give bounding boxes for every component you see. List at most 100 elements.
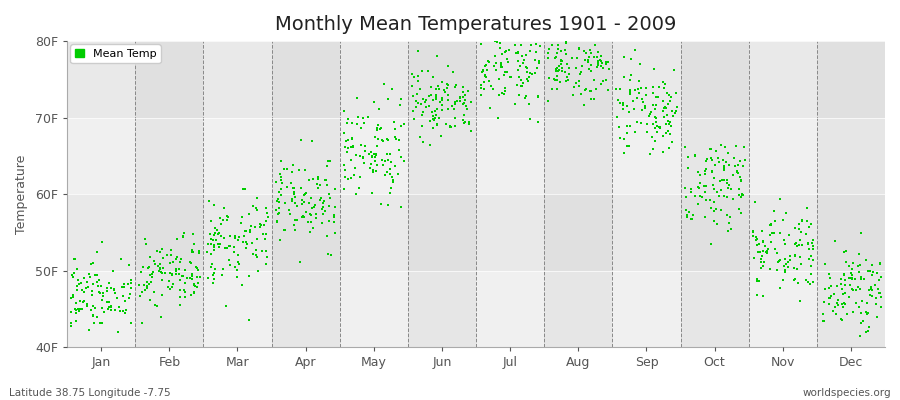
Point bbox=[66, 292, 80, 298]
Point bbox=[367, 99, 382, 105]
Point bbox=[708, 162, 723, 168]
Point bbox=[71, 277, 86, 284]
Point bbox=[216, 216, 230, 223]
Point bbox=[296, 198, 310, 205]
Point bbox=[358, 148, 373, 154]
Point bbox=[868, 300, 883, 307]
Point bbox=[394, 204, 409, 210]
Point bbox=[70, 306, 85, 312]
Point bbox=[418, 97, 433, 103]
Point bbox=[424, 91, 438, 98]
Point bbox=[82, 327, 96, 334]
Point bbox=[749, 234, 763, 240]
Point bbox=[356, 154, 370, 161]
Point bbox=[378, 172, 392, 179]
Point bbox=[610, 114, 625, 120]
Point bbox=[328, 185, 342, 192]
Point bbox=[584, 88, 598, 94]
Point bbox=[370, 162, 384, 168]
Point bbox=[459, 106, 473, 112]
Point bbox=[778, 241, 793, 247]
Point bbox=[795, 218, 809, 225]
Point bbox=[756, 238, 770, 244]
Point bbox=[186, 290, 201, 296]
Point bbox=[446, 106, 461, 112]
Point bbox=[64, 320, 78, 326]
Point bbox=[729, 168, 743, 174]
Point bbox=[698, 168, 712, 174]
Point bbox=[531, 26, 545, 32]
Point bbox=[678, 185, 692, 192]
Point bbox=[328, 203, 342, 210]
Point bbox=[93, 290, 107, 296]
Point bbox=[838, 301, 852, 308]
Point bbox=[68, 256, 83, 262]
Point bbox=[449, 82, 464, 88]
Point bbox=[732, 192, 746, 198]
Point bbox=[804, 221, 818, 228]
Point bbox=[480, 66, 494, 73]
Point bbox=[239, 241, 254, 248]
Point bbox=[685, 216, 699, 222]
Point bbox=[767, 230, 781, 236]
Point bbox=[691, 185, 706, 191]
Point bbox=[166, 271, 180, 278]
Point bbox=[255, 248, 269, 254]
Point bbox=[516, 60, 530, 66]
Point bbox=[817, 318, 832, 324]
Point bbox=[799, 277, 814, 283]
Point bbox=[613, 134, 627, 141]
Point bbox=[762, 232, 777, 238]
Point bbox=[494, 90, 508, 96]
Point bbox=[661, 101, 675, 108]
Point bbox=[339, 138, 354, 144]
Point bbox=[801, 279, 815, 286]
Point bbox=[631, 86, 645, 92]
Point bbox=[207, 232, 221, 238]
Point bbox=[844, 266, 859, 272]
Point bbox=[360, 113, 374, 120]
Point bbox=[132, 293, 147, 299]
Point bbox=[578, 57, 592, 64]
Point bbox=[386, 177, 400, 184]
Point bbox=[86, 312, 100, 319]
Point bbox=[253, 220, 267, 227]
Point bbox=[430, 106, 445, 112]
Point bbox=[287, 189, 302, 196]
Point bbox=[104, 303, 119, 309]
Point bbox=[462, 121, 476, 128]
Point bbox=[591, 62, 606, 68]
Point bbox=[76, 275, 91, 281]
Point bbox=[137, 282, 151, 288]
Point bbox=[168, 267, 183, 274]
Point bbox=[791, 242, 806, 249]
Point bbox=[367, 151, 382, 158]
Point bbox=[562, 65, 576, 72]
Point bbox=[837, 272, 851, 278]
Point bbox=[124, 320, 139, 326]
Point bbox=[118, 310, 132, 316]
Point bbox=[788, 252, 802, 259]
Point bbox=[633, 61, 647, 68]
Point bbox=[274, 158, 288, 164]
Point bbox=[205, 280, 220, 286]
Point bbox=[479, 74, 493, 80]
Point bbox=[831, 302, 845, 308]
Point bbox=[868, 295, 883, 301]
Point bbox=[734, 190, 749, 197]
Point bbox=[443, 123, 457, 130]
Point bbox=[623, 77, 637, 84]
Point bbox=[113, 256, 128, 262]
Point bbox=[227, 244, 241, 250]
Point bbox=[474, 30, 489, 36]
Point bbox=[643, 151, 657, 157]
Point bbox=[752, 241, 767, 248]
Point bbox=[770, 250, 784, 256]
Point bbox=[338, 138, 353, 144]
Point bbox=[756, 239, 770, 245]
Point bbox=[736, 162, 751, 169]
Point bbox=[440, 92, 454, 99]
Point bbox=[435, 102, 449, 108]
Point bbox=[760, 247, 775, 254]
Point bbox=[190, 284, 204, 291]
